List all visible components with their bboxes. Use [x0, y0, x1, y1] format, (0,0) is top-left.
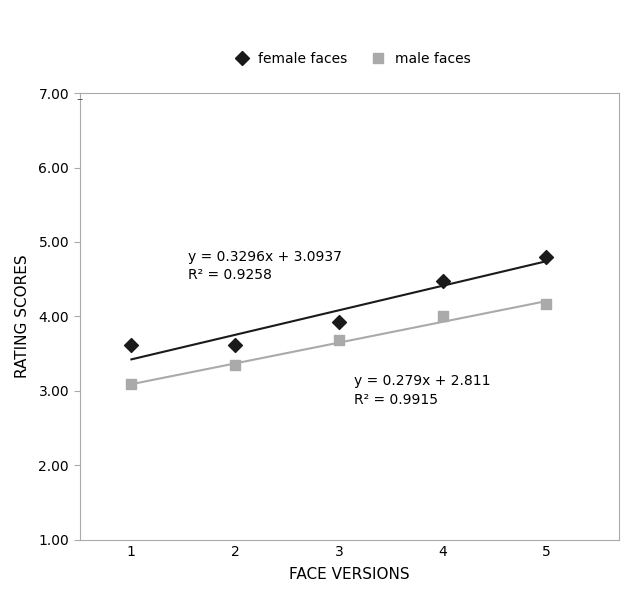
- Point: [437, 312, 448, 321]
- Point: [334, 317, 344, 327]
- Text: y = 0.279x + 2.811: y = 0.279x + 2.811: [354, 374, 491, 388]
- Text: R² = 0.9915: R² = 0.9915: [354, 393, 439, 407]
- Point: [230, 341, 240, 350]
- Point: [437, 276, 448, 286]
- Point: [230, 360, 240, 370]
- Text: R² = 0.9258: R² = 0.9258: [188, 268, 273, 282]
- Point: [541, 252, 552, 261]
- Text: –: –: [76, 93, 82, 106]
- Point: [126, 380, 136, 389]
- X-axis label: FACE VERSIONS: FACE VERSIONS: [289, 567, 410, 582]
- Legend: female faces, male faces: female faces, male faces: [223, 47, 476, 72]
- Point: [126, 341, 136, 350]
- Point: [334, 336, 344, 345]
- Y-axis label: RATING SCORES: RATING SCORES: [15, 255, 30, 378]
- Point: [541, 299, 552, 309]
- Text: y = 0.3296x + 3.0937: y = 0.3296x + 3.0937: [188, 250, 342, 264]
